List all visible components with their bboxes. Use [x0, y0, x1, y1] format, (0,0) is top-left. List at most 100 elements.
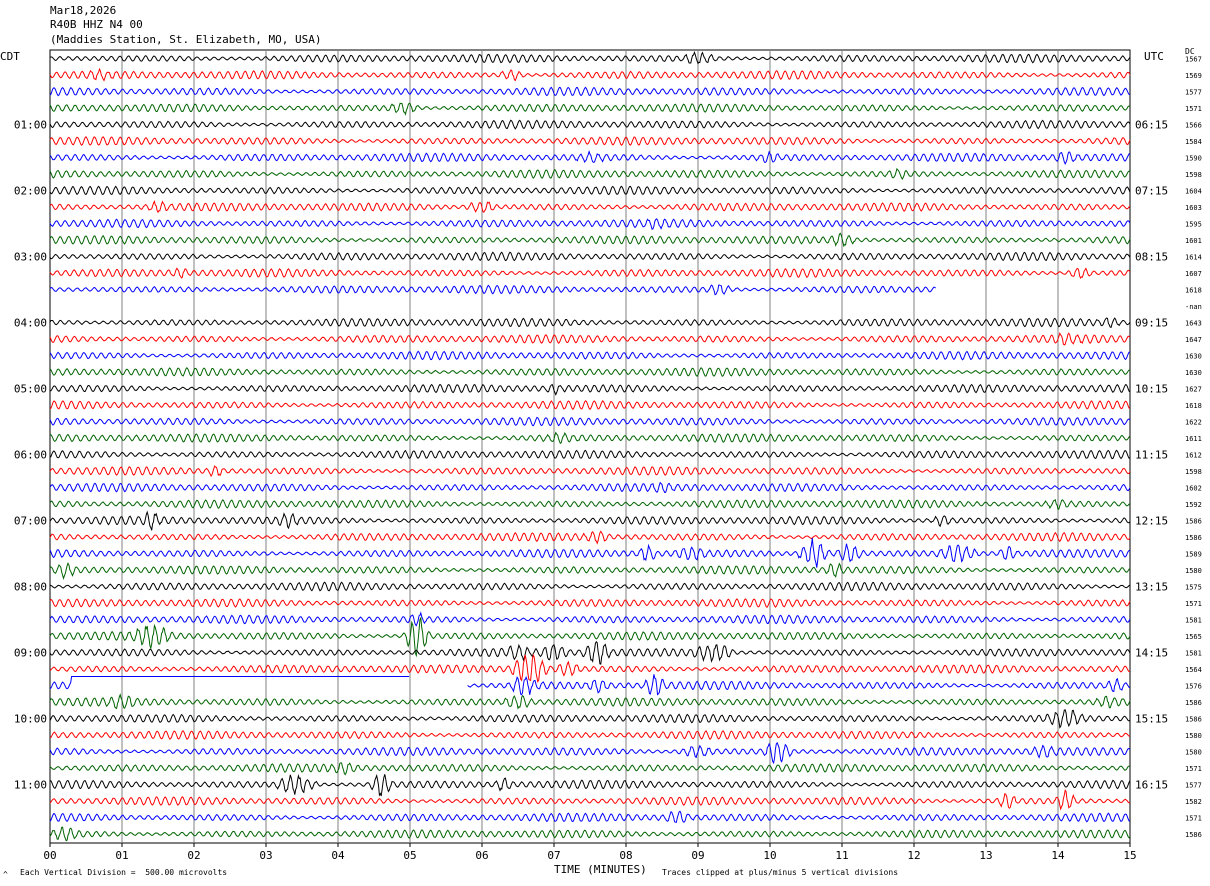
seismic-trace-row-16 — [49, 317, 1131, 329]
right-time-label: 08:15 — [1135, 251, 1168, 264]
seismic-trace-row-12 — [49, 251, 1131, 262]
division-note: Each Vertical Division = 500.00 microvol… — [20, 868, 228, 877]
x-tick-label: 11 — [835, 849, 848, 862]
dc-offset-value: 1581 — [1185, 650, 1202, 658]
x-tick-label: 14 — [1051, 849, 1065, 862]
seismic-trace-row-20 — [50, 383, 1131, 396]
x-tick-label: 01 — [115, 849, 128, 862]
x-tick-label: 12 — [907, 849, 920, 862]
dc-offset-value: 1592 — [1185, 501, 1202, 509]
seismic-trace-row-19 — [49, 367, 1131, 377]
dc-offset-value: 1590 — [1185, 155, 1202, 163]
left-time-label: 03:00 — [14, 251, 47, 264]
x-tick-label: 10 — [763, 849, 776, 862]
seismic-trace-row-36 — [49, 640, 1131, 665]
dc-offset-value: 1586 — [1185, 716, 1202, 724]
dc-offset-value: 1586 — [1185, 699, 1202, 707]
seismic-trace-row-2 — [49, 86, 1131, 97]
left-time-label: 09:00 — [14, 647, 47, 660]
dc-offset-value: 1614 — [1185, 254, 1202, 262]
seismic-trace-row-47 — [49, 826, 1131, 842]
x-tick-label: 07 — [547, 849, 560, 862]
seismic-trace-row-37 — [49, 653, 1130, 684]
seismic-trace-row-13 — [49, 267, 1131, 279]
plot-frame — [49, 49, 1131, 844]
dc-offset-value: 1577 — [1185, 782, 1202, 790]
seismic-trace-row-25 — [49, 465, 1131, 478]
dc-offset-value: 1595 — [1185, 221, 1202, 229]
dc-offset-value: 1647 — [1185, 336, 1202, 344]
seismic-trace-row-0 — [49, 50, 1131, 65]
seismic-trace-row-4 — [49, 119, 1131, 130]
left-time-label: 05:00 — [14, 383, 47, 396]
seismic-trace-row-42 — [49, 741, 1131, 765]
seismic-trace-row-3 — [49, 102, 1131, 116]
seismic-trace-row-23 — [50, 431, 1131, 445]
trace-group — [49, 50, 1131, 842]
dc-offset-value: 1618 — [1185, 287, 1202, 295]
seismic-trace-row-40 — [49, 709, 1131, 729]
dc-offset-value: 1612 — [1185, 452, 1202, 460]
plot-grid — [49, 49, 1131, 847]
seismic-trace-row-38 — [467, 674, 1131, 696]
dc-offset-value: 1589 — [1185, 551, 1202, 559]
dc-offset-value: 1603 — [1185, 204, 1202, 212]
seismic-trace-row-6 — [49, 149, 1131, 166]
dc-offset-value: 1611 — [1185, 435, 1202, 443]
seismic-trace-row-1 — [49, 67, 1131, 82]
seismic-trace-row-44 — [49, 773, 1131, 797]
seismic-trace-row-11 — [49, 232, 1131, 248]
axis-labels: 00 01 02 03 04 05 06 07 08 09 10 11 12 13 14 15 01:00 02:… — [14, 56, 1202, 863]
dc-offset-value: 1584 — [1185, 138, 1202, 146]
seismic-trace-row-46 — [49, 810, 1130, 823]
dc-offset-value: 1622 — [1185, 419, 1202, 427]
dc-offset-value: 1627 — [1185, 386, 1202, 394]
left-time-label: 06:00 — [14, 449, 47, 462]
seismic-trace-row-38 — [49, 676, 410, 690]
dc-offset-value: 1630 — [1185, 369, 1202, 377]
seismic-trace-row-5 — [49, 136, 1131, 146]
dc-offset-value: 1607 — [1185, 270, 1202, 278]
seismic-trace-row-24 — [49, 449, 1131, 460]
x-tick-label: 05 — [403, 849, 416, 862]
seismic-trace-row-14 — [49, 284, 936, 296]
clip-note: Traces clipped at plus/minus 5 vertical … — [662, 868, 899, 877]
station-location: (Maddies Station, St. Elizabeth, MO, USA… — [50, 33, 322, 46]
left-time-label: 10:00 — [14, 713, 47, 726]
dc-offset-value: 1569 — [1185, 72, 1202, 80]
right-time-label: 06:15 — [1135, 119, 1168, 132]
x-tick-label: 03 — [259, 849, 272, 862]
dc-offset-value: 1571 — [1185, 815, 1202, 823]
dc-offset-value: 1567 — [1185, 56, 1202, 64]
seismic-trace-row-33 — [49, 598, 1131, 608]
dc-offset-value: 1564 — [1185, 666, 1202, 674]
seismic-trace-row-41 — [50, 730, 1131, 740]
right-time-label: 09:15 — [1135, 317, 1168, 330]
dc-offset-value: 1571 — [1185, 105, 1202, 113]
seismic-trace-row-28 — [49, 510, 1131, 531]
dc-offset-value: 1586 — [1185, 831, 1202, 839]
left-time-label: 04:00 — [14, 317, 47, 330]
right-time-label: 16:15 — [1135, 779, 1168, 792]
right-time-label: 10:15 — [1135, 383, 1168, 396]
seismic-trace-row-43 — [49, 762, 1131, 776]
dc-offset-value: 1582 — [1185, 798, 1202, 806]
seismic-trace-row-18 — [49, 350, 1131, 361]
dc-offset-value: 1598 — [1185, 171, 1202, 179]
left-time-label: 02:00 — [14, 185, 47, 198]
seismic-trace-row-21 — [49, 400, 1131, 411]
dc-offset-value: 1576 — [1185, 683, 1202, 691]
seismic-trace-row-10 — [49, 218, 1131, 231]
dc-offset-value: 1566 — [1185, 122, 1202, 130]
x-tick-label: 06 — [475, 849, 488, 862]
dc-offset-value: 1565 — [1185, 633, 1202, 641]
dc-offset-value: 1604 — [1185, 188, 1202, 196]
dc-offset-value: 1581 — [1185, 617, 1202, 625]
x-tick-label: 15 — [1123, 849, 1136, 862]
corner-mark: ^ — [3, 870, 8, 879]
seismic-trace-row-26 — [49, 481, 1131, 494]
seismic-trace-row-30 — [49, 538, 1131, 568]
seismic-trace-row-8 — [49, 185, 1131, 196]
dc-offset-value: 1580 — [1185, 732, 1202, 740]
